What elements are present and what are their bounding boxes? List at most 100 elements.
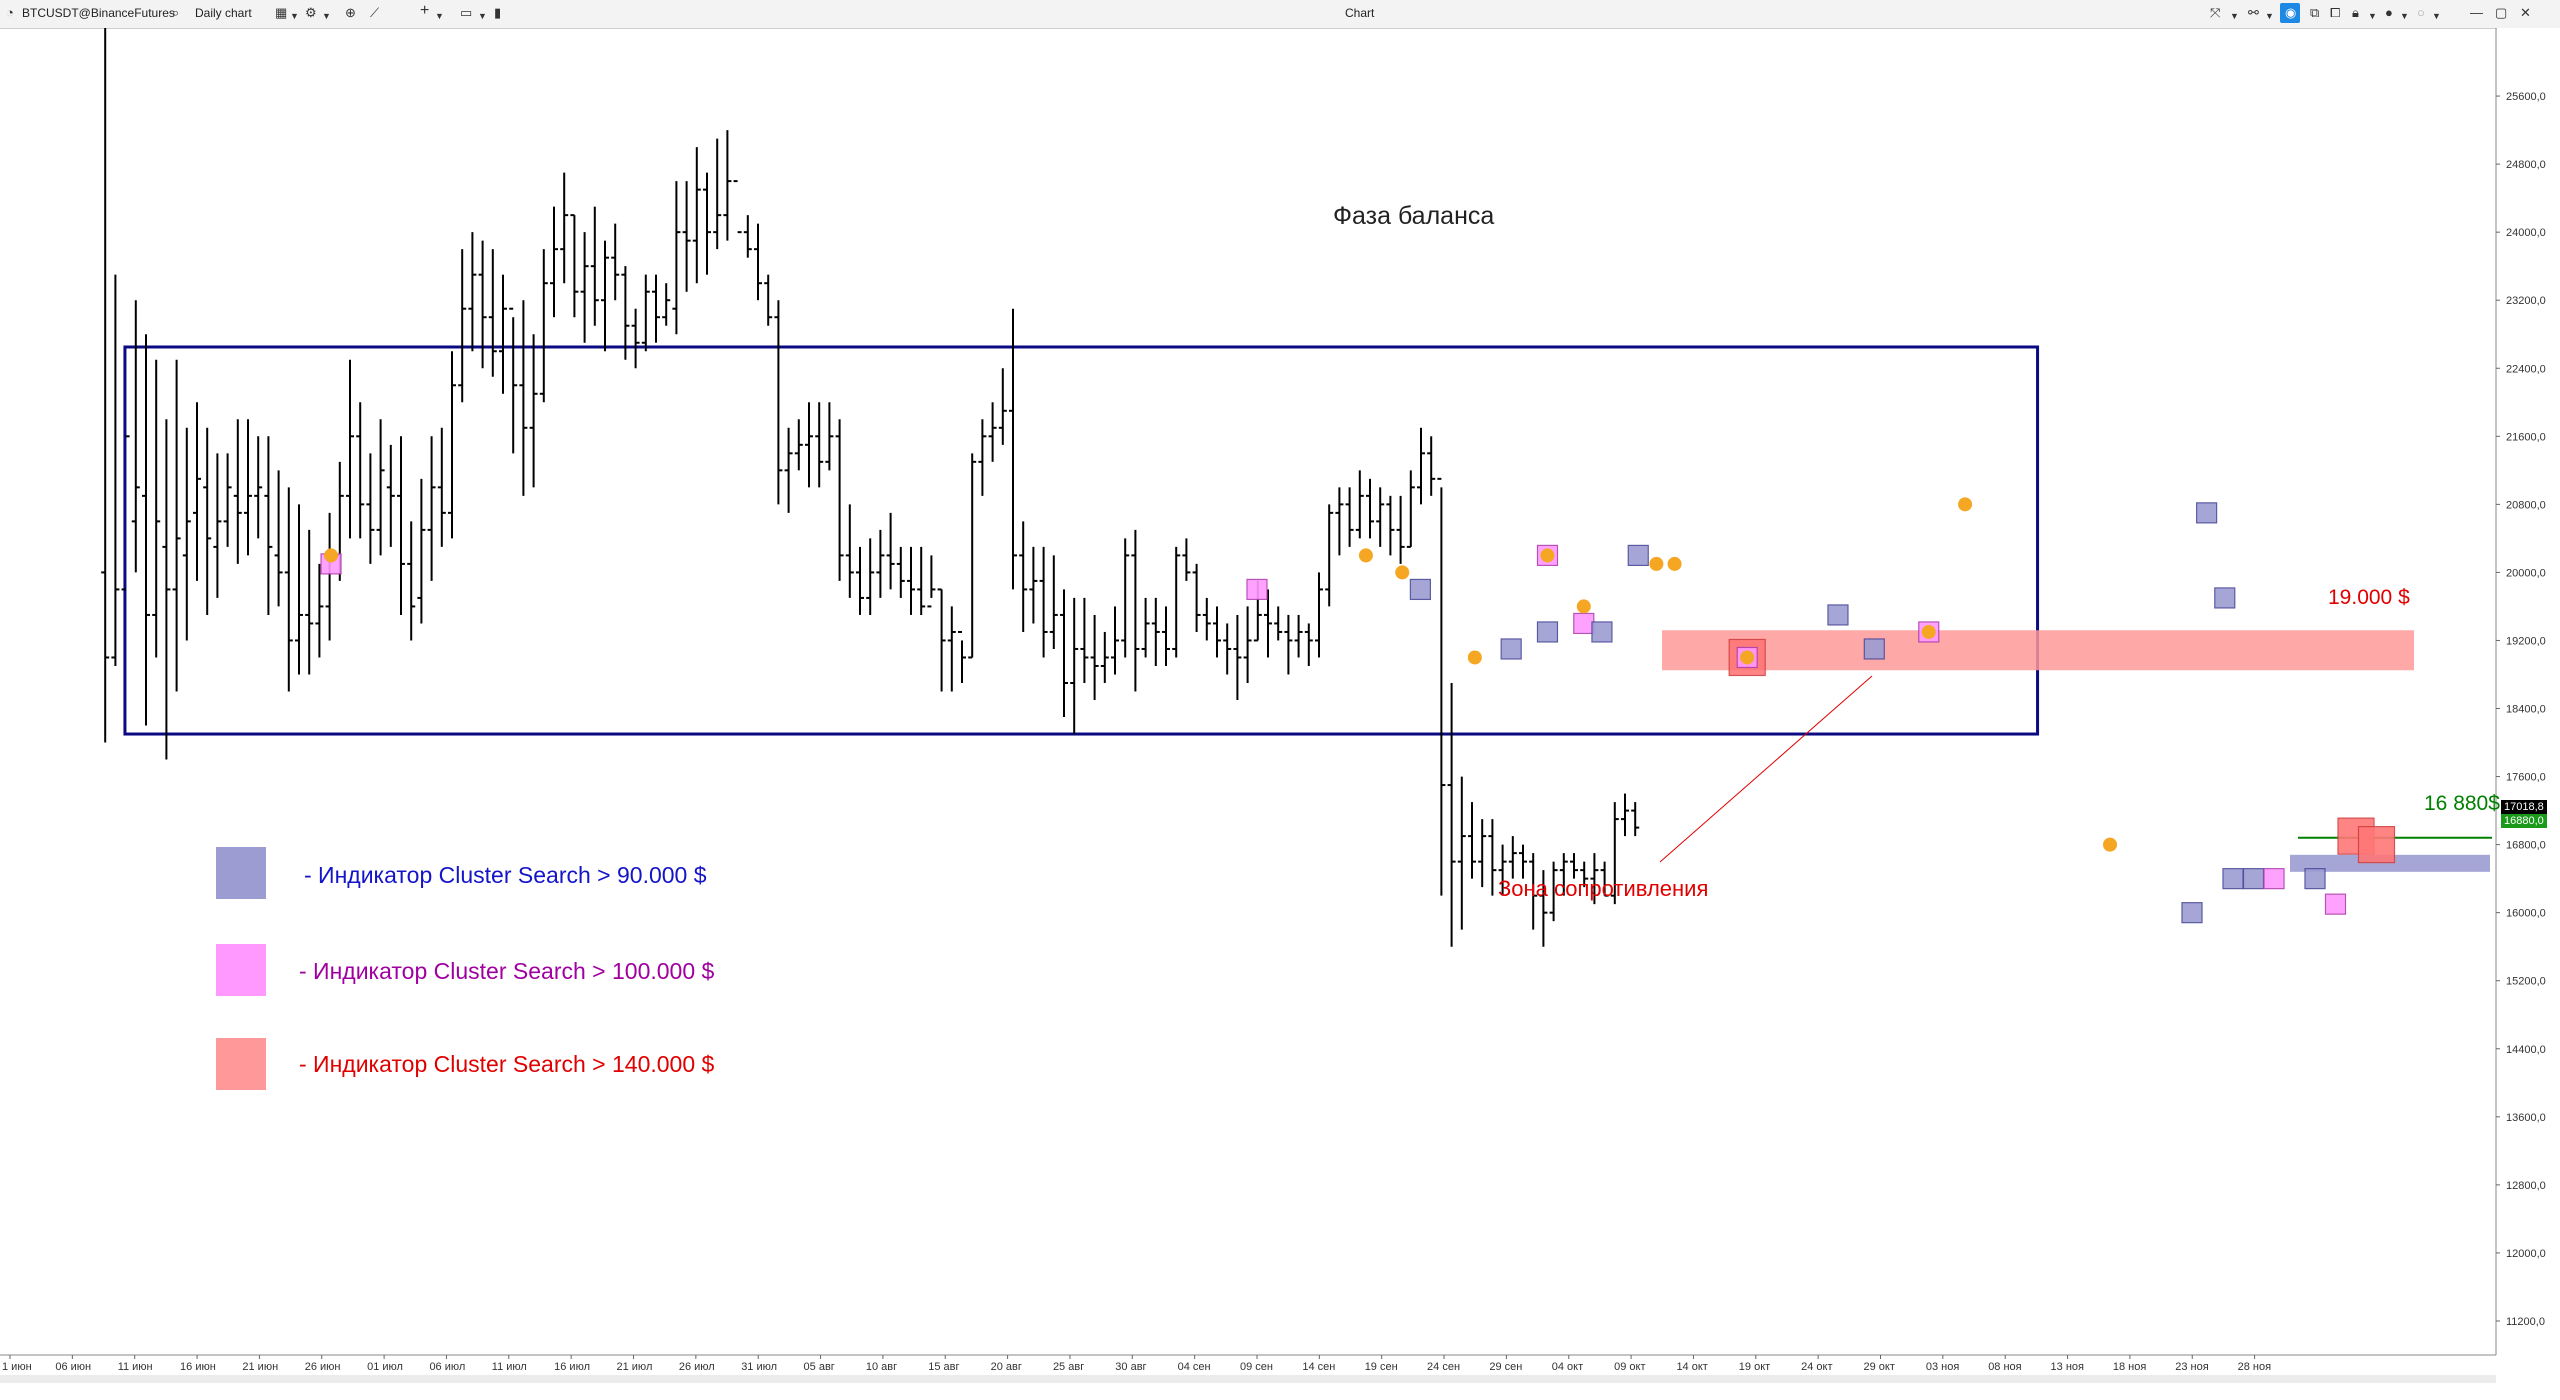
- ohlc-bar: [325, 512, 334, 641]
- ohlc-bar: [672, 181, 681, 335]
- link-icon[interactable]: ⚯: [2248, 5, 2259, 20]
- chart-type-icon[interactable]: ▮: [494, 5, 502, 20]
- chevron-down-icon[interactable]: ▼: [478, 11, 487, 21]
- ohlc-bar: [397, 436, 405, 615]
- zoom-icon[interactable]: ⊕: [345, 5, 356, 20]
- legend-swatch-140k: [216, 1038, 266, 1090]
- circle-icon[interactable]: ○: [2417, 5, 2425, 20]
- minimize-icon[interactable]: —: [2470, 5, 2483, 20]
- ohlc-bar: [376, 419, 385, 556]
- ohlc-bar: [1233, 614, 1242, 701]
- close-icon[interactable]: ✕: [2520, 5, 2531, 20]
- ohlc-bar: [907, 546, 915, 615]
- ohlc-bar: [244, 419, 252, 556]
- ohlc-bar: [346, 359, 354, 539]
- cluster-100k-marker: [1573, 612, 1595, 635]
- ohlc-bar: [274, 470, 283, 607]
- ohlc-bar: [1457, 776, 1466, 930]
- ohlc-bar: [1131, 529, 1140, 692]
- search-icon[interactable]: ⌕: [172, 5, 180, 20]
- line-tool-icon[interactable]: ⟋: [370, 5, 380, 20]
- window-icon[interactable]: ⧠: [2330, 5, 2341, 20]
- ohlc-bar: [121, 435, 130, 591]
- resistance-label: Зона сопротивления: [1498, 876, 1708, 901]
- x-tick-label: 25 авг: [1053, 1361, 1084, 1373]
- ohlc-bar: [896, 546, 905, 598]
- y-tick-label: 20000,0: [2506, 567, 2546, 579]
- resistance-zone: [1662, 630, 2414, 671]
- y-tick-label: 12800,0: [2506, 1180, 2546, 1192]
- x-tick-label: 04 окт: [1552, 1361, 1583, 1373]
- chevron-down-icon[interactable]: ▼: [2400, 11, 2409, 21]
- ohlc-bar: [815, 402, 824, 488]
- ohlc-bar: [223, 453, 232, 547]
- ohlc-bar: [1366, 478, 1374, 539]
- ohlc-bar: [1549, 861, 1558, 922]
- x-tick-label: 11 июл: [492, 1361, 527, 1373]
- ohlc-bar: [1294, 614, 1303, 658]
- chevron-down-icon[interactable]: ▼: [435, 11, 444, 21]
- ohlc-bar: [1447, 682, 1456, 947]
- alert-icon[interactable]: ●: [2385, 5, 2393, 20]
- ohlc-bar: [284, 487, 293, 692]
- timeframe-selector[interactable]: Daily chart: [195, 6, 252, 20]
- y-tick-label: 17600,0: [2506, 772, 2546, 784]
- poc-dot: [1649, 556, 1664, 571]
- ohlc-bar: [978, 419, 987, 496]
- ohlc-bar: [539, 249, 548, 403]
- chevron-down-icon[interactable]: ▼: [2368, 11, 2377, 21]
- bars-icon[interactable]: ▦: [275, 5, 288, 20]
- maximize-icon[interactable]: ▢: [2495, 5, 2508, 20]
- ohlc-bar: [1304, 623, 1313, 666]
- x-tick-label: 06 июл: [429, 1361, 465, 1373]
- ohlc-bar: [713, 138, 722, 250]
- settings-icon[interactable]: ⚙: [305, 5, 317, 20]
- horizontal-scrollbar[interactable]: [0, 1375, 2496, 1383]
- ohlc-bar: [1478, 819, 1487, 888]
- ohlc-bar: [774, 300, 783, 505]
- ohlc-bar: [1315, 572, 1323, 658]
- x-tick-label: 10 авг: [866, 1361, 897, 1373]
- ohlc-bar: [529, 334, 538, 488]
- chevron-down-icon[interactable]: ▼: [322, 11, 331, 21]
- poc-dot: [1740, 650, 1755, 665]
- cluster-search-markers: [320, 497, 2396, 924]
- chevron-down-icon[interactable]: ▼: [290, 11, 299, 21]
- template-icon[interactable]: ▭: [460, 5, 473, 20]
- ohlc-bar: [386, 444, 395, 547]
- poc-dot: [1467, 650, 1482, 665]
- ohlc-bar: [1182, 538, 1191, 581]
- ohlc-bar: [1284, 614, 1293, 675]
- crosshair-icon[interactable]: +: [420, 2, 430, 19]
- poc-dot: [1358, 548, 1373, 563]
- axes: 25600,0 24800,0 24000,0 23200,0 22400,0 21600…: [0, 28, 2560, 1400]
- y-tick-label: 21600,0: [2506, 431, 2546, 443]
- chevron-down-icon[interactable]: ▼: [2432, 11, 2441, 21]
- pin-icon[interactable]: ⤧: [2210, 5, 2221, 20]
- ohlc-bar: [1213, 606, 1221, 658]
- y-tick-label: 12000,0: [2506, 1248, 2546, 1260]
- ohlc-bar: [1417, 427, 1425, 505]
- ohlc-bar: [1080, 597, 1089, 683]
- x-tick-label: 29 сен: [1489, 1361, 1522, 1373]
- ohlc-bar: [958, 630, 966, 683]
- x-tick-label: 24 сен: [1427, 1361, 1460, 1373]
- ohlc-bar: [723, 130, 732, 241]
- lock-icon[interactable]: 🔒︎: [2352, 5, 2359, 20]
- ohlc-bar: [1121, 538, 1130, 658]
- ohlc-bar: [1590, 853, 1599, 905]
- ohlc-bar: [1468, 802, 1476, 879]
- chart-icon[interactable]: ◔: [6, 5, 14, 20]
- price-chart[interactable]: 25600,0 24800,0 24000,0 23200,0 22400,0 21600…: [0, 28, 2560, 1400]
- copy-icon[interactable]: ⧉: [2310, 5, 2320, 20]
- ohlc-bar: [876, 529, 885, 598]
- ohlc-bar: [1039, 546, 1048, 658]
- chevron-down-icon[interactable]: ▼: [2265, 11, 2274, 21]
- screenshot-button[interactable]: [2280, 3, 2300, 23]
- ohlc-bar: [1559, 853, 1568, 896]
- ohlc-bar: [611, 223, 620, 301]
- x-tick-label: 16 июн: [180, 1361, 216, 1373]
- chevron-down-icon[interactable]: ▼: [2230, 11, 2239, 21]
- zones: [123, 345, 2492, 872]
- symbol-label[interactable]: BTCUSDT@BinanceFutures: [22, 6, 175, 20]
